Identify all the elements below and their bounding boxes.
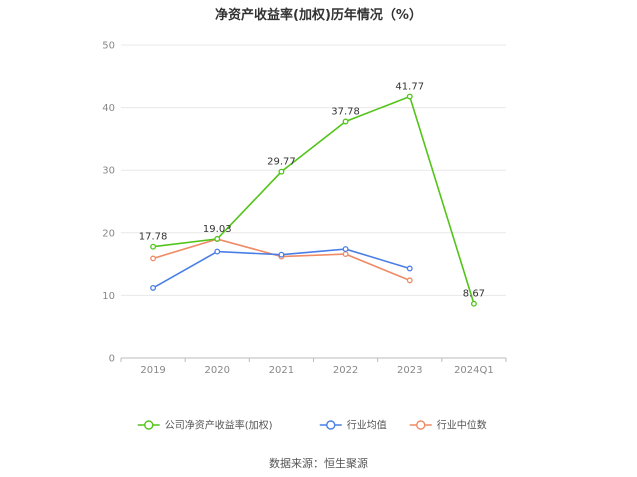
legend-label: 公司净资产收益率(加权): [165, 419, 273, 432]
data-point: [342, 118, 349, 125]
data-labels: 17.78 19.03 29.77 37.78 41.77 8.67: [139, 82, 485, 300]
x-axis: 2019 2020 2021 2022 2023 2024Q1: [120, 357, 507, 376]
data-point: [214, 248, 221, 255]
y-tick-label: 50: [102, 41, 115, 52]
series-line: [152, 238, 411, 282]
legend-marker: [144, 420, 154, 430]
data-label: 19.03: [203, 224, 232, 235]
data-point: [342, 246, 349, 253]
data-point: [214, 235, 221, 242]
data-label: 8.67: [463, 289, 485, 300]
y-tick-label: 20: [102, 228, 115, 239]
y-tick-label: 40: [102, 103, 115, 114]
y-axis: 0 10 20 30 40 50: [102, 41, 115, 365]
x-tick-label: 2022: [333, 365, 358, 376]
data-label: 37.78: [331, 106, 360, 117]
legend: 公司净资产收益率(加权) 行业均值 行业中位数: [137, 419, 487, 432]
chart-title: 净资产收益率(加权)历年情况（%）: [215, 8, 422, 23]
x-tick-label: 2020: [205, 365, 230, 376]
legend-label: 行业均值: [347, 419, 387, 432]
data-point: [406, 277, 413, 284]
legend-item: 公司净资产收益率(加权): [137, 419, 273, 432]
y-tick-label: 30: [102, 166, 115, 177]
legend-item: 行业中位数: [409, 419, 487, 432]
y-tick-label: 10: [102, 291, 115, 302]
grid-lines: [121, 44, 506, 296]
data-point: [470, 300, 477, 307]
data-point: [150, 243, 157, 250]
data-label: 41.77: [395, 82, 424, 93]
legend-marker: [326, 420, 336, 430]
data-point: [278, 168, 285, 175]
data-point: [406, 265, 413, 272]
data-label: 29.77: [267, 157, 296, 168]
y-tick-label: 0: [109, 354, 115, 365]
legend-marker: [416, 420, 426, 430]
legend-label: 行业中位数: [437, 419, 487, 432]
x-tick-label: 2024Q1: [454, 365, 494, 376]
data-point: [342, 251, 349, 258]
x-tick-label: 2023: [397, 365, 422, 376]
data-point: [406, 93, 413, 100]
series-layer: [150, 93, 477, 307]
x-tick-label: 2019: [140, 365, 165, 376]
legend-item: 行业均值: [319, 419, 387, 432]
x-tick-label: 2021: [269, 365, 294, 376]
data-point: [150, 284, 157, 291]
data-label: 17.78: [139, 232, 168, 243]
data-point: [150, 255, 157, 262]
data-source: 数据来源：恒生聚源: [269, 457, 368, 470]
series-line: [152, 95, 475, 304]
data-point: [278, 251, 285, 258]
